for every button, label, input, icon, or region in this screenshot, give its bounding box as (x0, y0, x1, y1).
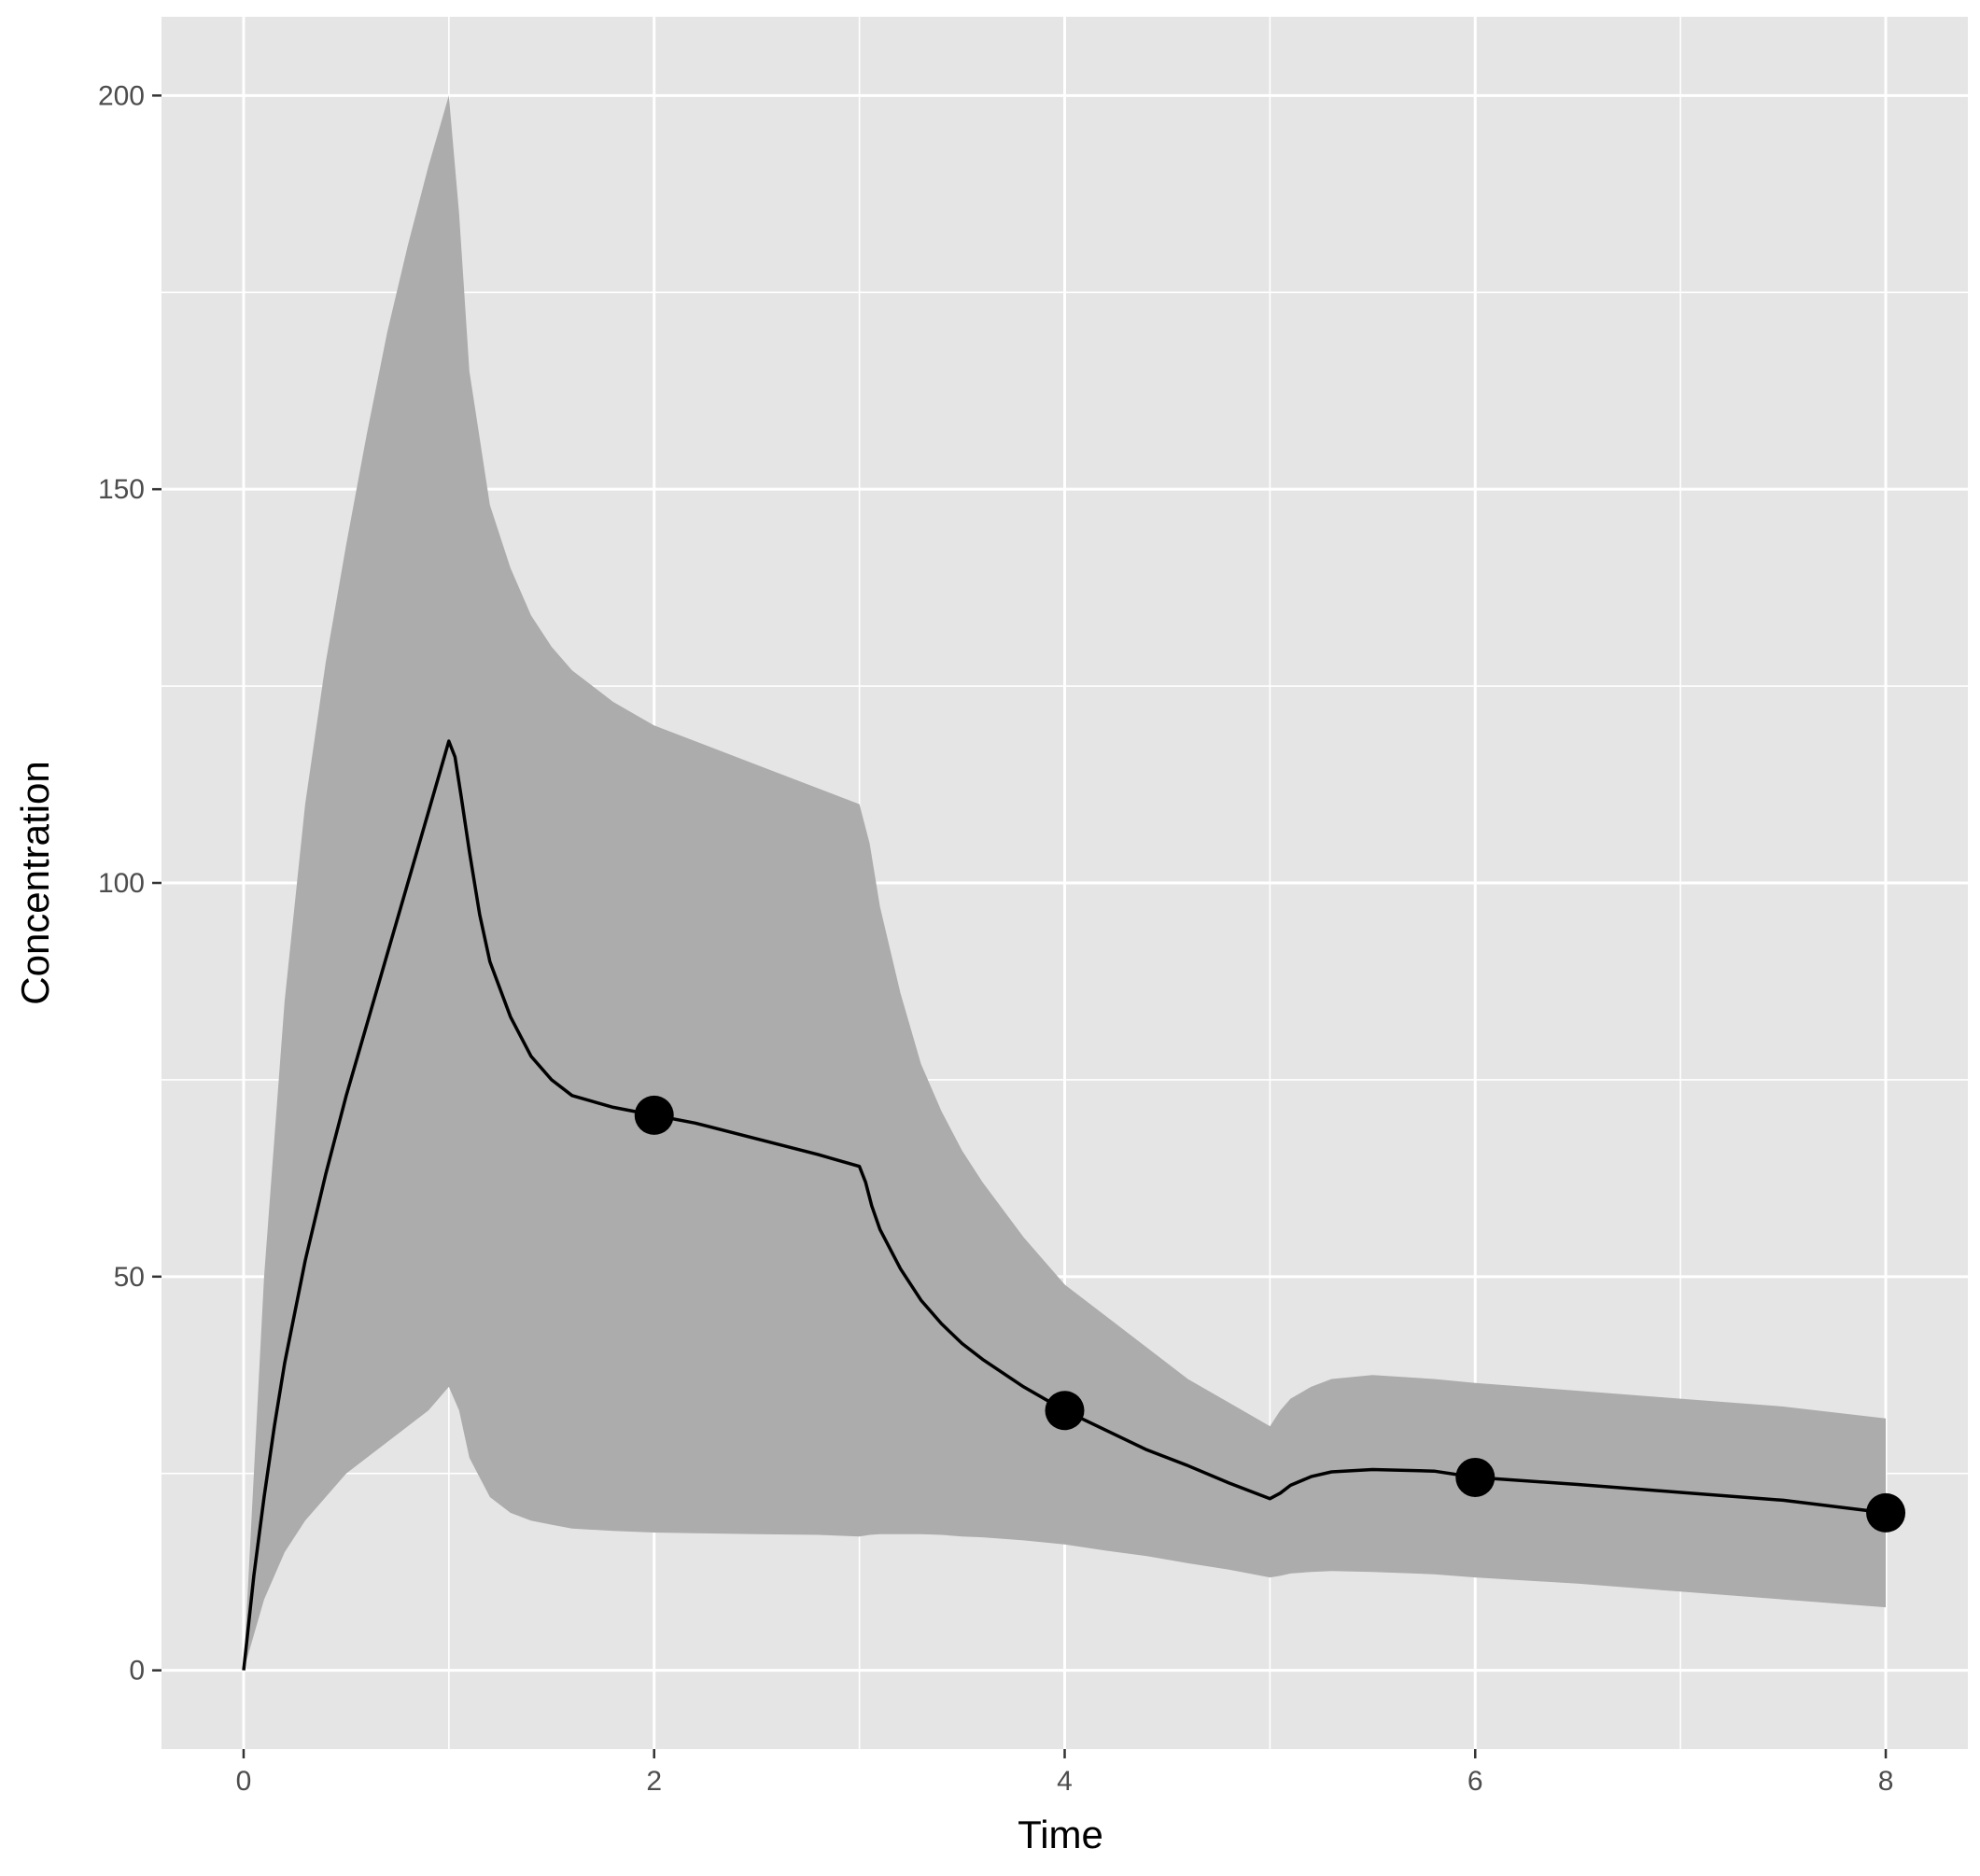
data-point (1045, 1391, 1085, 1431)
x-tick-label: 6 (1467, 1766, 1483, 1797)
x-tick-label: 4 (1057, 1766, 1073, 1797)
y-tick-label: 0 (129, 1656, 145, 1687)
data-point (634, 1095, 674, 1135)
y-tick-label: 50 (114, 1262, 145, 1293)
y-tick-label: 100 (98, 868, 145, 899)
y-tick-label: 150 (98, 474, 145, 505)
concentration-line (242, 739, 1887, 1671)
x-axis-title: Time (1018, 1813, 1103, 1856)
data-point (1455, 1457, 1496, 1497)
x-axis-ticks: 0 2 4 6 8 (236, 1749, 1894, 1797)
y-tick-label: 200 (98, 80, 145, 111)
data-point (1866, 1492, 1906, 1533)
observed-points (634, 1095, 1906, 1533)
x-tick-label: 2 (646, 1766, 662, 1797)
x-tick-label: 0 (236, 1766, 252, 1797)
confidence-ribbon (244, 95, 1886, 1671)
y-axis-title: Concentration (13, 761, 57, 1005)
y-axis-ticks: 0 50 100 150 200 (98, 80, 161, 1687)
x-tick-label: 8 (1878, 1766, 1894, 1797)
